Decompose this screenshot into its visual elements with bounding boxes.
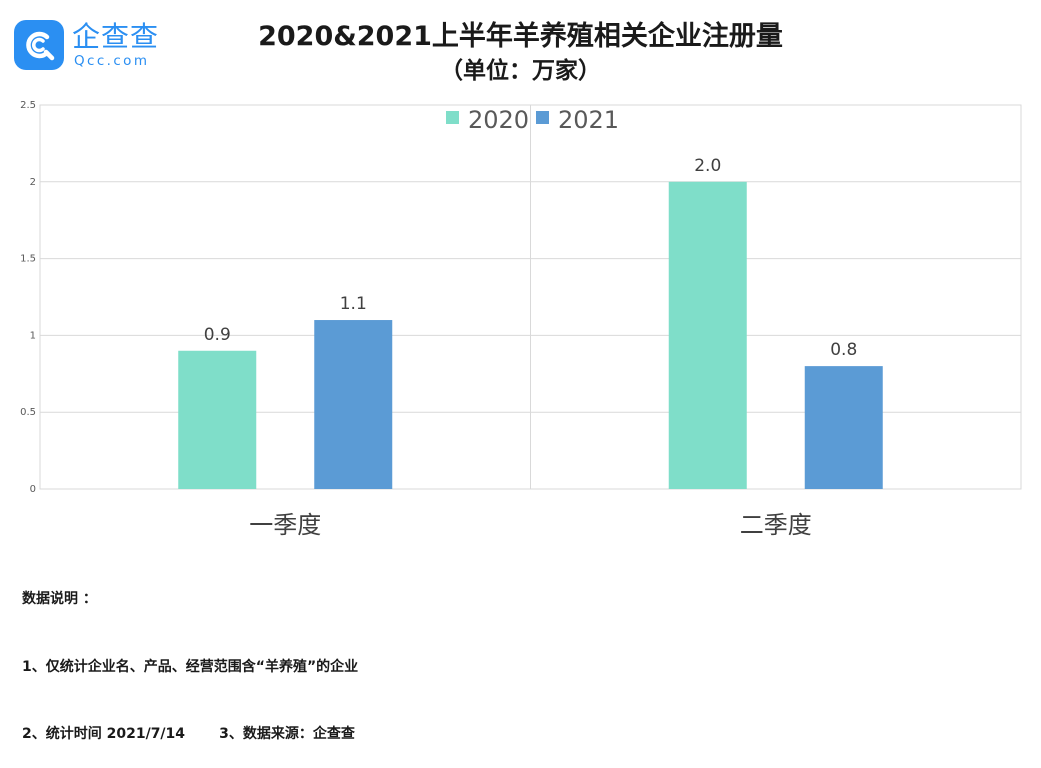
legend-swatch bbox=[536, 111, 549, 124]
logo-name: 企查查 bbox=[72, 20, 160, 53]
y-tick-label: 1.5 bbox=[20, 254, 36, 265]
y-tick-label: 0.5 bbox=[20, 407, 36, 418]
bar-2021 bbox=[804, 366, 883, 489]
data-label: 1.1 bbox=[340, 294, 367, 314]
data-label: 2.0 bbox=[694, 156, 721, 176]
y-tick-label: 1 bbox=[30, 330, 36, 341]
data-label: 0.8 bbox=[830, 340, 857, 360]
legend-label: 2021 bbox=[558, 106, 619, 134]
bar-chart: 0 0.5 1 1.5 2 2.5 0.9 1.1 一季度 2.0 0.8 二季度 2020 2021 bbox=[20, 100, 1022, 539]
chart-title: 2020&2021上半年羊养殖相关企业注册量 bbox=[258, 21, 783, 52]
legend-label: 2020 bbox=[468, 106, 529, 134]
bar-2020 bbox=[668, 181, 747, 490]
bar-2021 bbox=[314, 320, 393, 489]
y-tick-label: 0 bbox=[30, 484, 36, 495]
notes-heading: 数据说明 ： bbox=[22, 591, 97, 607]
qcc-logo: 企查查 Qcc.com bbox=[14, 20, 174, 72]
y-tick-label: 2 bbox=[30, 177, 36, 188]
data-label: 0.9 bbox=[204, 325, 231, 345]
legend-swatch bbox=[446, 111, 459, 124]
bar-2020 bbox=[178, 350, 257, 489]
chart-subtitle: （单位：万家） bbox=[440, 58, 601, 84]
notes-line-2: 2、统计时间 2021/7/14 3、数据来源：企查查 bbox=[22, 726, 355, 742]
x-category-label: 一季度 bbox=[249, 511, 321, 539]
data-notes: 数据说明 ： 1、仅统计企业名、产品、经营范围含“羊养殖”的企业 2、统计时间 … bbox=[22, 543, 358, 768]
logo-domain: Qcc.com bbox=[74, 53, 150, 69]
notes-line-1: 1、仅统计企业名、产品、经营范围含“羊养殖”的企业 bbox=[22, 658, 359, 675]
qcc-logo-icon bbox=[14, 20, 64, 70]
y-tick-label: 2.5 bbox=[20, 100, 36, 111]
x-category-label: 二季度 bbox=[740, 511, 812, 539]
